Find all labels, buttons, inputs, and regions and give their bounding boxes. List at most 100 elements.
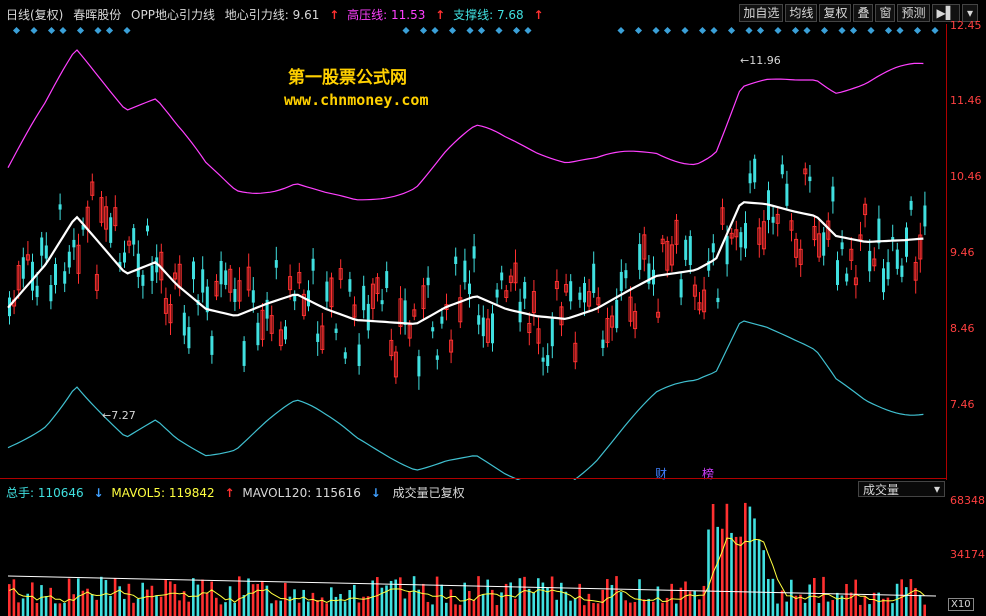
- candle-body: [90, 181, 95, 196]
- candle-body: [500, 272, 504, 281]
- candle-body: [849, 248, 854, 261]
- mavol5-up-arrow-icon: ↑: [224, 486, 235, 500]
- volume-bar: [26, 593, 29, 616]
- signal-diamond: [123, 26, 131, 35]
- volume-bar: [633, 602, 637, 616]
- volume-bar: [307, 601, 310, 616]
- signal-diamond: [663, 26, 672, 35]
- volume-bar: [491, 589, 494, 616]
- volume-bar: [279, 600, 282, 616]
- volume-note: 成交量已复权: [392, 486, 465, 500]
- candle-body: [798, 248, 803, 265]
- volume-bar: [845, 583, 848, 616]
- volume-bar: [325, 603, 328, 616]
- forecast-button[interactable]: 预测: [897, 4, 930, 22]
- volume-bar: [817, 602, 821, 616]
- candle-body: [868, 250, 872, 272]
- volume-bar: [500, 592, 503, 616]
- ma-line-button[interactable]: 均线: [785, 4, 818, 22]
- volume-bar: [564, 591, 568, 616]
- candle-body: [325, 281, 329, 302]
- signal-diamond: [791, 26, 800, 35]
- candlestick-chart[interactable]: [6, 24, 947, 480]
- period-label[interactable]: 日线(复权): [6, 8, 64, 22]
- center-line-label: 地心引力线:: [224, 8, 289, 22]
- candle-body: [624, 270, 628, 279]
- volume-bar: [831, 600, 834, 616]
- finance-event-tag[interactable]: 财: [655, 467, 668, 481]
- candle-body: [136, 253, 140, 277]
- candle-body: [546, 355, 550, 366]
- volume-bar: [201, 579, 204, 616]
- add-watchlist-button[interactable]: 加自选: [739, 4, 784, 22]
- volume-info: 总手: 110646 ↓ MAVOL5: 119842 ↑ MAVOL120: …: [6, 484, 471, 501]
- candle-body: [104, 206, 109, 230]
- volume-bar: [238, 576, 241, 616]
- volume-bar: [169, 581, 172, 616]
- signal-diamond: [931, 26, 939, 35]
- candle-body: [554, 280, 559, 290]
- stock-name: 春晖股份: [73, 8, 122, 22]
- candle-body: [619, 271, 623, 292]
- candle-body: [81, 225, 85, 230]
- volume-bar: [849, 592, 853, 616]
- support-line-value: 7.68: [496, 8, 524, 22]
- volume-bar: [132, 602, 135, 616]
- candle-body: [40, 237, 44, 256]
- volume-bar: [721, 528, 724, 616]
- candle-body: [481, 317, 485, 337]
- volume-bar: [739, 536, 742, 616]
- candle-body: [872, 258, 877, 267]
- price-tick: 12.45: [950, 19, 982, 32]
- candle-body: [426, 277, 430, 286]
- candle-body: [716, 297, 720, 303]
- overlay-button[interactable]: 叠: [853, 4, 874, 22]
- signal-diamond: [617, 26, 625, 35]
- volume-chart[interactable]: [6, 498, 946, 616]
- volume-bar: [463, 582, 466, 616]
- candle-body: [113, 207, 118, 227]
- candle-body: [233, 289, 237, 302]
- volume-bar: [716, 526, 719, 616]
- volume-bar: [90, 594, 94, 616]
- volume-bar: [592, 603, 595, 616]
- signal-diamond: [448, 26, 457, 35]
- restore-rights-button[interactable]: 复权: [819, 4, 852, 22]
- signal-diamond: [431, 26, 439, 35]
- signal-diamond: [867, 26, 875, 35]
- dropdown-arrow-icon[interactable]: ▾: [961, 4, 978, 22]
- panel-divider[interactable]: [0, 478, 946, 479]
- signal-diamond: [727, 26, 736, 35]
- candle-body: [123, 252, 126, 263]
- volume-bar: [578, 583, 581, 616]
- candle-body: [320, 325, 325, 351]
- candle-body: [725, 235, 729, 265]
- window-button[interactable]: 窗: [875, 4, 896, 22]
- candle-body: [127, 240, 132, 246]
- volume-indicator-select[interactable]: 成交量 ▾: [858, 481, 945, 497]
- volume-bar: [35, 602, 39, 616]
- volume-bar: [615, 576, 618, 616]
- candle-body: [246, 266, 251, 291]
- candle-body: [440, 316, 444, 324]
- low-price-marker: ←7.27: [102, 409, 136, 422]
- candle-body: [454, 256, 458, 264]
- candle-body: [348, 279, 352, 292]
- candle-body: [628, 296, 633, 322]
- play-last-icon[interactable]: ▶▌: [931, 4, 960, 22]
- candle-body: [853, 277, 858, 286]
- ranking-event-tag[interactable]: 榜: [702, 467, 715, 481]
- candle-body: [63, 271, 67, 284]
- candle-body: [472, 246, 476, 259]
- signal-diamond: [12, 26, 21, 35]
- volume-bar: [785, 601, 788, 616]
- candle-body: [900, 265, 904, 277]
- volume-bar: [859, 604, 862, 616]
- indicator-name[interactable]: OPP地心引力线: [131, 8, 215, 22]
- candle-body: [702, 289, 707, 313]
- candle-body: [362, 285, 366, 311]
- volume-bar: [141, 582, 144, 616]
- volume-bar: [606, 579, 609, 616]
- candle-body: [329, 277, 334, 308]
- candle-body: [173, 272, 178, 280]
